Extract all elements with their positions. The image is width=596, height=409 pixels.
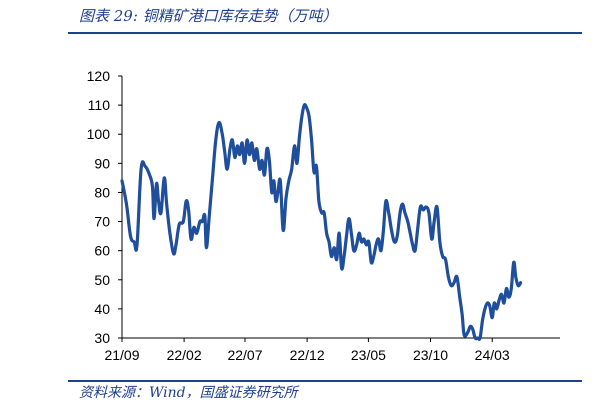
footer-divider [68,380,582,382]
x-tick-label: 22/02 [167,347,202,363]
plot-area [120,103,523,341]
source-note: 资料来源：Wind，国盛证券研究所 [79,385,298,401]
y-tick-label: 30 [94,330,110,346]
series-line [120,103,523,341]
y-tick-label: 80 [94,184,110,200]
x-tick-label: 22/07 [227,347,262,363]
y-tick-label: 90 [94,155,110,171]
x-tick-label: 23/05 [351,347,386,363]
y-axis: 30 40 50 60 70 80 90 100 110 120 [87,68,123,346]
x-tick-label: 23/10 [413,347,448,363]
x-axis: 21/09 22/02 22/07 22/12 23/05 23/10 24/03 [104,337,560,363]
x-tick-label: 21/09 [104,347,139,363]
x-tick-label: 22/12 [290,347,325,363]
x-tick-label: 24/03 [475,347,510,363]
title-divider [68,32,582,34]
figure-title: 图表 29: 铜精矿港口库存走势（万吨） [79,7,338,25]
y-tick-label: 70 [94,214,110,230]
y-tick-label: 50 [94,272,110,288]
y-tick-label: 110 [88,97,111,113]
y-tick-label: 60 [94,243,110,259]
y-tick-label: 100 [87,126,111,142]
y-tick-label: 40 [94,301,110,317]
y-tick-label: 120 [87,68,111,84]
